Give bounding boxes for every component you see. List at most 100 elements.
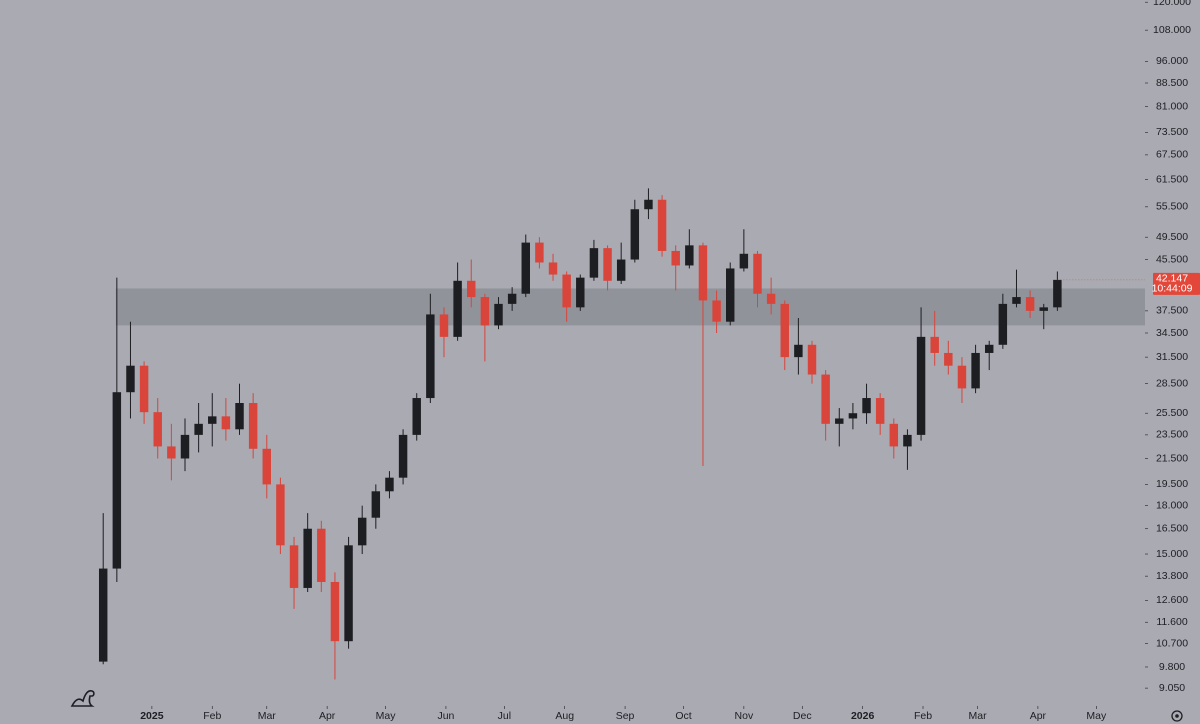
y-tick-label: 108.000 bbox=[1153, 24, 1191, 36]
y-tick-label: 96.000 bbox=[1156, 55, 1188, 67]
candle-body bbox=[562, 274, 571, 308]
candle-body bbox=[794, 344, 803, 358]
y-tick-label: 67.500 bbox=[1156, 149, 1188, 161]
y-tick-label: 49.500 bbox=[1156, 231, 1188, 243]
y-tick-label: 61.500 bbox=[1156, 173, 1188, 185]
y-tick-label: 28.500 bbox=[1156, 377, 1188, 389]
candle-body bbox=[739, 253, 749, 269]
settings-button[interactable] bbox=[1171, 710, 1183, 722]
candle bbox=[167, 423, 176, 481]
candle-body bbox=[480, 297, 490, 326]
candle-body bbox=[916, 336, 926, 435]
candle-body bbox=[248, 403, 258, 449]
y-tick-label: 21.500 bbox=[1156, 452, 1188, 464]
candle-body bbox=[644, 199, 653, 210]
candle bbox=[630, 199, 640, 263]
candle-body bbox=[603, 248, 612, 281]
y-tick-label: 34.500 bbox=[1156, 327, 1188, 339]
y-tick-label: 88.500 bbox=[1156, 77, 1188, 89]
candle-body bbox=[616, 259, 626, 281]
candle bbox=[1039, 303, 1048, 330]
candle bbox=[357, 505, 367, 555]
candle bbox=[916, 307, 926, 441]
candle-body bbox=[726, 268, 735, 322]
candle bbox=[112, 277, 122, 582]
x-tick-label: Aug bbox=[555, 710, 574, 722]
candle-body bbox=[903, 434, 912, 447]
candle bbox=[248, 393, 258, 459]
candle bbox=[780, 300, 789, 371]
candle bbox=[971, 344, 980, 394]
candle bbox=[698, 242, 708, 466]
x-tick-label: 2026 bbox=[851, 710, 875, 722]
candle-body bbox=[235, 403, 244, 430]
logo[interactable] bbox=[70, 690, 95, 707]
candle-body bbox=[984, 344, 994, 353]
candle bbox=[576, 274, 585, 311]
candle bbox=[562, 271, 571, 322]
candle bbox=[753, 250, 762, 308]
candle-body bbox=[848, 413, 858, 419]
candle-body bbox=[875, 398, 885, 424]
candle bbox=[889, 418, 899, 459]
candle-body bbox=[439, 314, 449, 337]
candle-body bbox=[398, 434, 408, 478]
candle-body bbox=[180, 434, 190, 459]
x-tick-label: Apr bbox=[1030, 710, 1047, 722]
candle-body bbox=[957, 365, 967, 389]
candle-body bbox=[971, 352, 980, 389]
candle-body bbox=[548, 262, 558, 275]
candle-body bbox=[766, 293, 776, 304]
candle bbox=[726, 262, 735, 326]
candle bbox=[139, 361, 149, 424]
candle bbox=[494, 297, 503, 330]
y-tick-label: 11.600 bbox=[1156, 616, 1187, 628]
candle bbox=[766, 277, 776, 315]
candle-body bbox=[112, 392, 122, 569]
candle bbox=[153, 398, 162, 459]
candle bbox=[644, 188, 653, 220]
candle-body bbox=[589, 248, 599, 278]
candle-body bbox=[494, 303, 503, 326]
gear-center bbox=[1175, 714, 1179, 718]
y-tick-label: 25.500 bbox=[1156, 407, 1188, 419]
x-tick-label: Dec bbox=[793, 710, 812, 722]
candle bbox=[589, 239, 599, 281]
countdown: 10:44:09 bbox=[1152, 283, 1193, 295]
logo-icon bbox=[70, 690, 95, 707]
candle bbox=[671, 245, 680, 291]
y-tick-label: 120.000 bbox=[1153, 0, 1191, 8]
candle bbox=[194, 403, 203, 453]
x-tick-label: Feb bbox=[914, 710, 932, 722]
candle bbox=[903, 429, 912, 470]
candle bbox=[821, 370, 830, 441]
candle bbox=[875, 393, 885, 435]
candle bbox=[180, 418, 190, 472]
candle bbox=[317, 520, 326, 592]
candle bbox=[412, 393, 421, 441]
y-tick-label: 13.800 bbox=[1156, 570, 1188, 582]
gear-icon bbox=[1171, 710, 1183, 722]
y-tick-label: 9.050 bbox=[1159, 682, 1185, 694]
candle bbox=[303, 513, 312, 592]
candle-body bbox=[521, 242, 530, 294]
x-tick-label: Feb bbox=[203, 710, 221, 722]
y-tick-label: 19.500 bbox=[1156, 478, 1188, 490]
x-tick-label: Nov bbox=[735, 710, 754, 722]
candle-body bbox=[780, 303, 789, 358]
candle bbox=[862, 383, 871, 424]
candle-body bbox=[385, 477, 394, 492]
x-tick-label: Mar bbox=[968, 710, 987, 722]
candle-body bbox=[153, 412, 162, 447]
candle bbox=[453, 262, 462, 341]
candle bbox=[535, 237, 544, 269]
candle-body bbox=[712, 300, 721, 322]
candle-body bbox=[685, 245, 694, 266]
last-price-box bbox=[1153, 272, 1200, 295]
candle bbox=[221, 398, 231, 441]
x-tick-label: Sep bbox=[616, 710, 635, 722]
x-tick-label: Oct bbox=[675, 710, 691, 722]
candle-body bbox=[289, 545, 299, 588]
